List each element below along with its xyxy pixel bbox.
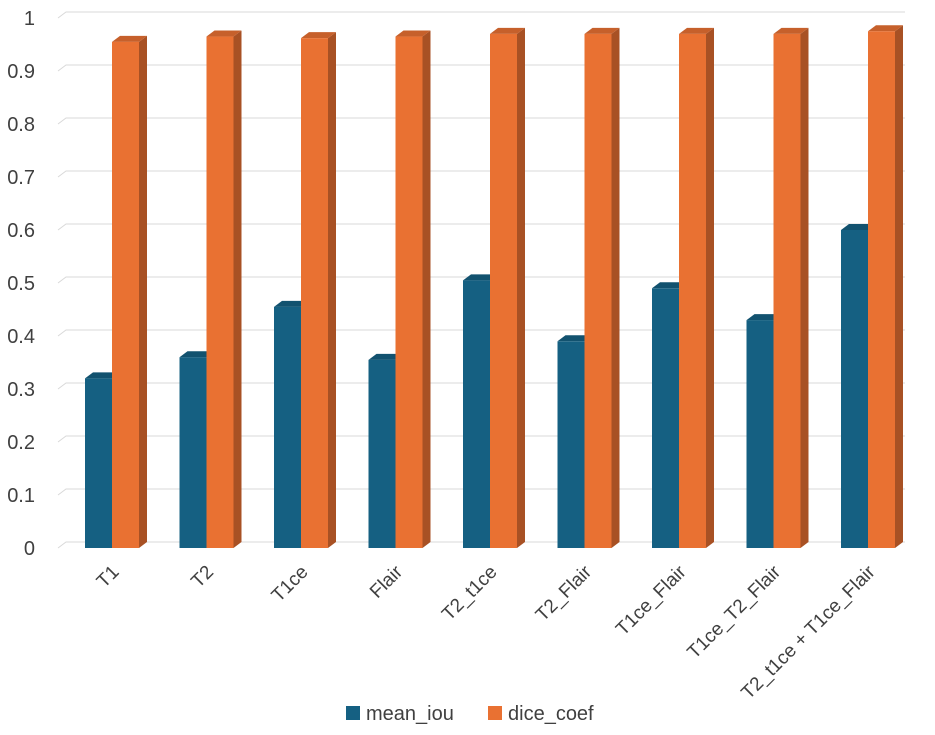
bar-dice-coef: [301, 32, 336, 548]
bar-mean-iou-top: [179, 351, 215, 358]
bar-mean-iou-top: [463, 274, 498, 281]
y-axis-ticks: 0 0.1 0.2 0.3 0.4 0.5 0.6 0.7 0.8 0.9 1: [7, 8, 35, 560]
bar-dice-coef-front: [301, 38, 328, 548]
y-tick-label: 0.1: [7, 485, 35, 507]
bar-dice-coef-top: [868, 25, 903, 32]
bar-mean-iou-front: [85, 378, 112, 548]
bar-mean-iou-front: [841, 230, 868, 548]
gridline: [57, 64, 905, 72]
x-axis-labels: T1 T2 T1ce Flair T2_t1ce T2_Flair T1ce_FlairT1…: [93, 561, 880, 703]
gridline: [57, 382, 905, 390]
x-category-label: T2_Flair: [532, 561, 597, 626]
gridline: [57, 541, 905, 549]
bar-dice-coef-front: [112, 41, 139, 548]
bar-dice-coef-top: [301, 32, 336, 39]
bar-dice-coef: [868, 25, 903, 548]
y-tick-label: 0.2: [7, 432, 35, 454]
bar-dice-coef: [679, 27, 714, 548]
gridline: [57, 170, 905, 178]
bar-dice-coef: [490, 27, 525, 548]
bar-dice-coef: [395, 30, 431, 549]
bar-dice-coef: [584, 27, 620, 548]
bar-mean-iou-front: [557, 341, 585, 548]
gridline: [57, 223, 905, 231]
x-category-label: T1ce_Flair: [612, 561, 691, 640]
y-tick-label: 0.9: [7, 61, 35, 83]
x-category-label: T2: [187, 562, 218, 593]
bar-mean-iou-front: [179, 357, 207, 548]
gridline: [57, 435, 905, 443]
bar-dice-coef-side: [233, 30, 242, 549]
legend-label-mean-iou: mean_iou: [366, 703, 454, 725]
x-category-label: T1: [93, 562, 124, 593]
bar-dice-coef-top: [112, 35, 147, 42]
bar-dice-coef: [112, 35, 147, 549]
bar-mean-iou-top: [557, 335, 593, 342]
y-tick-label: 0.3: [7, 379, 35, 401]
bar-mean-iou-top: [274, 300, 309, 307]
y-tick-label: 0: [24, 538, 35, 560]
bar-dice-coef: [773, 27, 809, 548]
y-tick-label: 0.4: [7, 326, 35, 348]
bar-dice-coef-front: [868, 31, 895, 548]
legend-swatch-mean-iou: [346, 706, 360, 720]
gridline: [57, 276, 905, 284]
x-category-label: Flair: [366, 561, 407, 602]
gridline: [57, 117, 905, 125]
bar-dice-coef-top: [206, 30, 242, 37]
bar-mean-iou-top: [652, 282, 687, 289]
y-tick-label: 0.7: [7, 167, 35, 189]
y-tick-label: 0.6: [7, 220, 35, 242]
bar-dice-coef-front: [584, 33, 612, 548]
y-tick-label: 0.5: [7, 273, 35, 295]
legend-swatch-dice-coef: [488, 706, 502, 720]
bar-dice-coef-front: [679, 33, 706, 548]
x-category-label: T1ce_T2_Flair: [684, 561, 786, 663]
bar-mean-iou-top: [368, 353, 404, 360]
bar-mean-iou-front: [274, 306, 301, 548]
gridline: [57, 11, 905, 19]
bar-mean-iou-top: [841, 224, 876, 230]
bar-dice-coef-top: [679, 27, 714, 34]
bar-dice-coef-side: [328, 32, 336, 548]
bar-mean-iou-top: [85, 372, 120, 379]
bar-dice-coef-front: [206, 36, 234, 549]
bar-dice-coef-top: [395, 30, 431, 37]
bars: [85, 25, 903, 549]
bar-mean-iou-front: [652, 288, 679, 548]
bar-dice-coef-side: [611, 27, 620, 548]
gridlines: [57, 11, 905, 549]
bar-mean-iou-front: [368, 359, 396, 548]
bar-dice-coef-side: [139, 35, 147, 549]
bar-dice-coef-front: [490, 33, 517, 548]
y-tick-label: 0.8: [7, 114, 35, 136]
bar-mean-iou: [841, 224, 876, 548]
bar-dice-coef-top: [490, 27, 525, 34]
x-category-label: T2_t1ce: [438, 562, 501, 625]
bar-dice-coef-side: [422, 30, 431, 549]
bar-dice-coef-top: [584, 27, 620, 34]
bar-mean-iou-front: [746, 320, 774, 548]
bar-dice-coef-front: [395, 36, 423, 549]
gridline: [57, 329, 905, 337]
bar-dice-coef-side: [517, 27, 525, 548]
legend: mean_iou dice_coef: [346, 703, 594, 725]
legend-label-dice-coef: dice_coef: [508, 703, 594, 725]
bar-dice-coef: [206, 30, 242, 549]
bar-mean-iou-top: [746, 314, 782, 321]
bar-dice-coef-side: [895, 25, 903, 548]
x-category-label: T1ce: [268, 562, 313, 607]
y-tick-label: 1: [24, 8, 35, 30]
bar-mean-iou-front: [463, 280, 490, 548]
gridline: [57, 488, 905, 496]
bar-dice-coef-front: [773, 33, 801, 548]
bar-dice-coef-side: [706, 27, 714, 548]
bar-dice-coef-top: [773, 27, 809, 34]
bar-dice-coef-side: [800, 27, 809, 548]
